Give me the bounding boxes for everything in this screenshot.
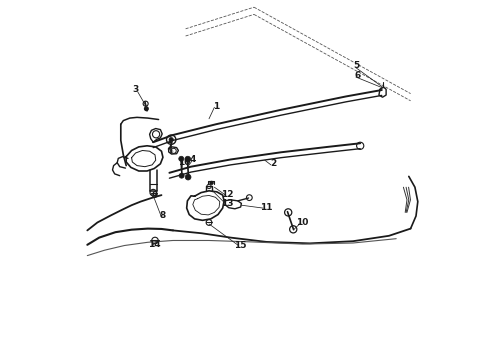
Circle shape bbox=[145, 107, 148, 111]
Circle shape bbox=[185, 174, 191, 180]
Text: 1: 1 bbox=[213, 102, 220, 111]
Text: 10: 10 bbox=[295, 218, 308, 227]
Text: 11: 11 bbox=[260, 203, 272, 212]
Circle shape bbox=[179, 156, 184, 161]
Text: 3: 3 bbox=[133, 85, 139, 94]
Circle shape bbox=[185, 156, 191, 162]
Text: 15: 15 bbox=[234, 241, 247, 250]
Text: 13: 13 bbox=[221, 199, 234, 208]
Circle shape bbox=[179, 173, 184, 178]
Text: 14: 14 bbox=[148, 240, 161, 249]
Text: 2: 2 bbox=[270, 159, 277, 168]
Text: 12: 12 bbox=[221, 190, 234, 199]
Text: 4: 4 bbox=[190, 155, 196, 164]
Text: 10: 10 bbox=[177, 158, 190, 167]
Text: 5: 5 bbox=[353, 61, 360, 70]
Text: 8: 8 bbox=[160, 211, 166, 220]
Circle shape bbox=[210, 181, 213, 185]
Circle shape bbox=[169, 138, 173, 142]
Text: 9: 9 bbox=[151, 191, 157, 199]
Text: 7: 7 bbox=[166, 143, 172, 152]
Text: 6: 6 bbox=[354, 71, 361, 80]
